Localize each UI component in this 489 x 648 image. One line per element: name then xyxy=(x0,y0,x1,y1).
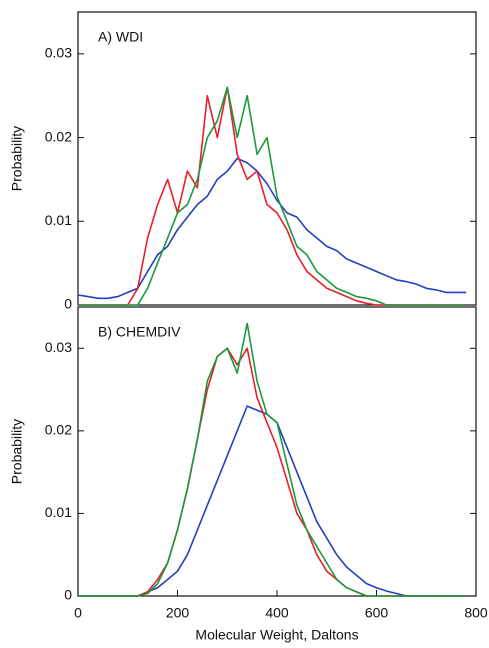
series-line xyxy=(77,157,467,300)
x-tick-label: 0 xyxy=(74,605,82,621)
x-tick-label: 800 xyxy=(464,605,488,621)
y-axis-label: Probability xyxy=(9,126,25,191)
x-tick-label: 200 xyxy=(166,605,190,621)
y-tick-label: 0.03 xyxy=(45,339,72,355)
plot-frame xyxy=(77,11,477,306)
panel-title: A) WDI xyxy=(98,29,143,45)
y-tick-label: 0.02 xyxy=(45,128,72,144)
y-tick-label: 0 xyxy=(64,296,72,312)
panel-title: B) CHEMDIV xyxy=(98,324,181,340)
y-tick-label: 0.01 xyxy=(45,212,72,228)
series-line xyxy=(78,86,467,306)
y-axis-label: Probability xyxy=(9,419,25,484)
series-line xyxy=(78,347,467,597)
plot-frame xyxy=(77,306,477,597)
x-tick-label: 600 xyxy=(365,605,389,621)
x-tick-label: 400 xyxy=(265,605,289,621)
y-tick-label: 0 xyxy=(64,587,72,603)
y-tick-label: 0.03 xyxy=(45,45,72,61)
x-axis-label: Molecular Weight, Daltons xyxy=(195,627,358,643)
y-tick-label: 0.02 xyxy=(45,422,72,438)
series-line xyxy=(78,86,467,306)
y-tick-label: 0.01 xyxy=(45,504,72,520)
series-line xyxy=(78,322,467,597)
